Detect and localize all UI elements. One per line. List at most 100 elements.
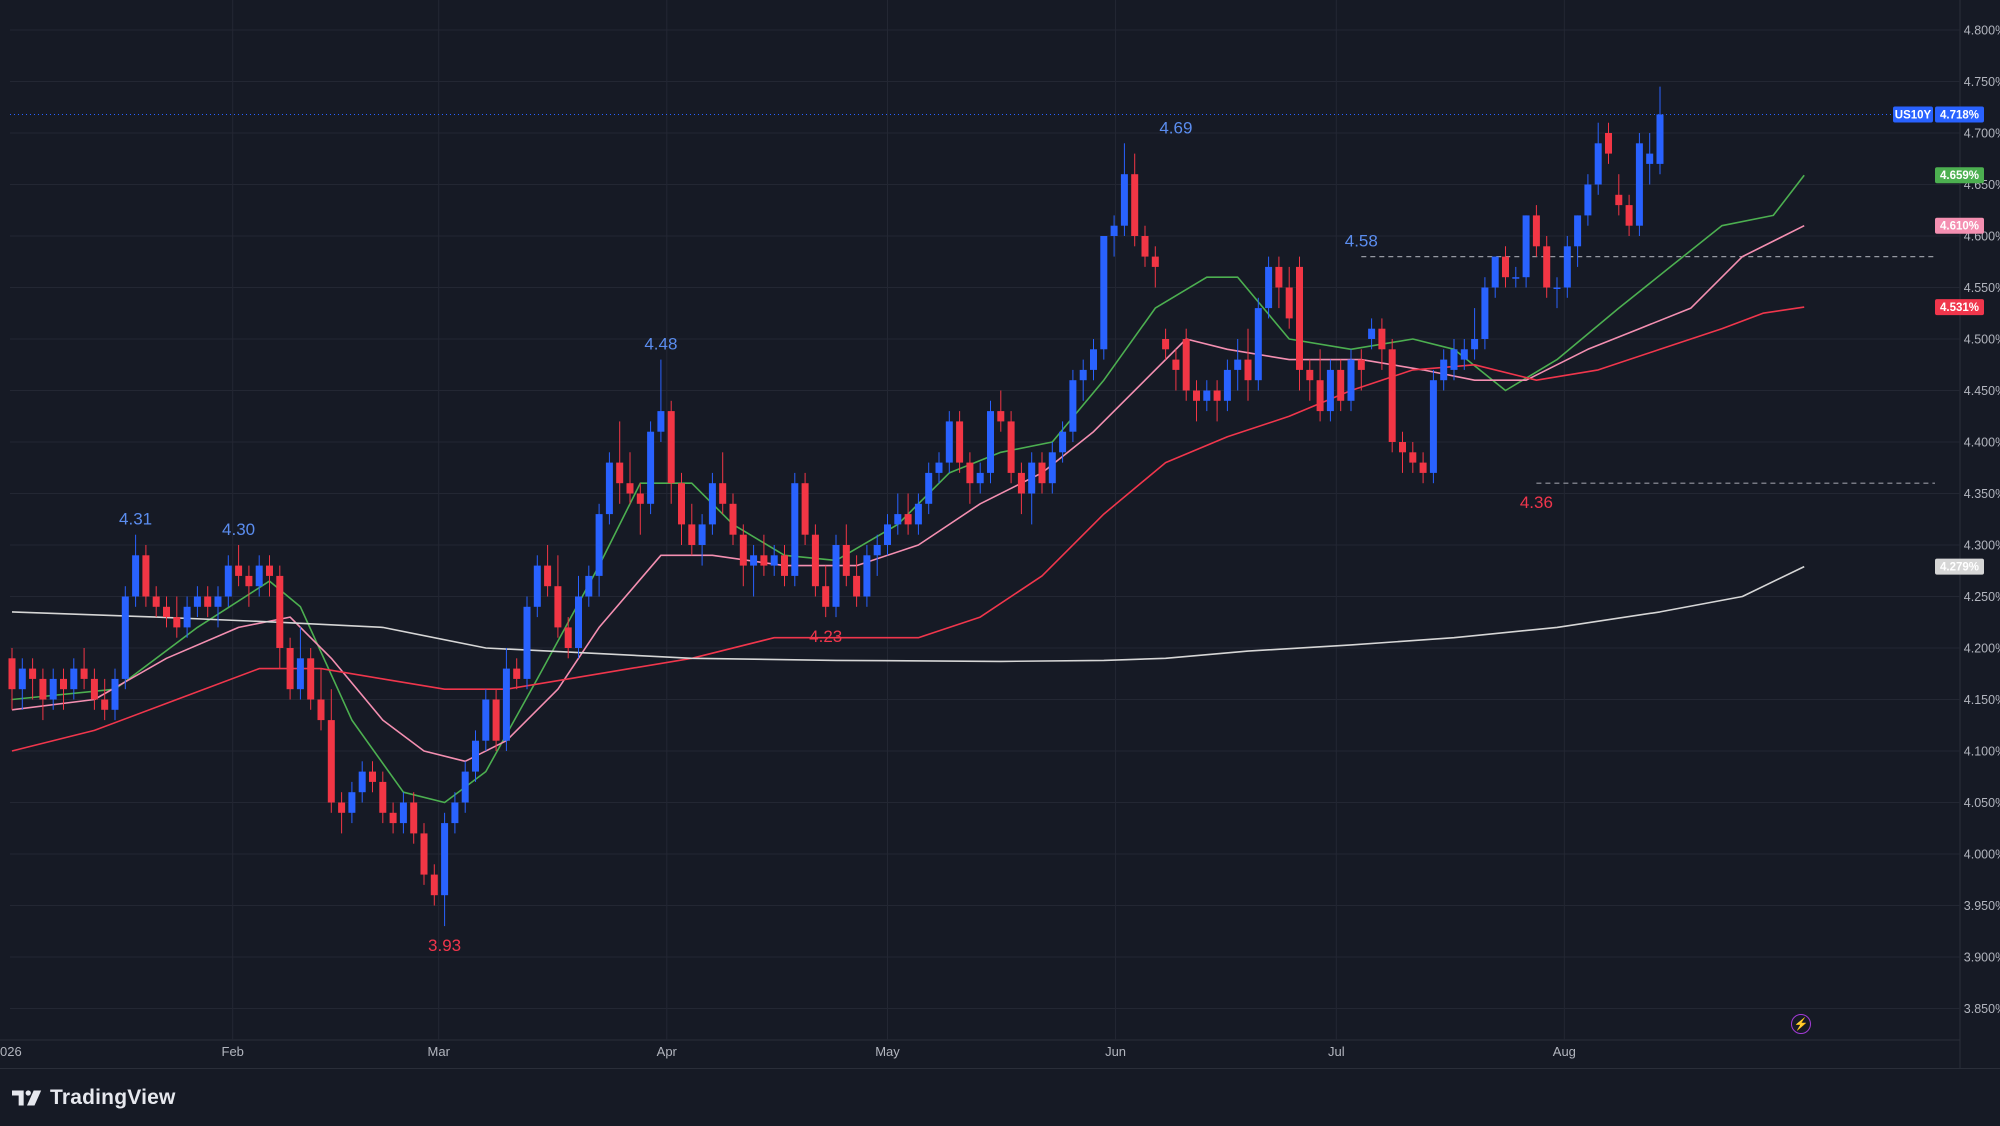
candle-body [204,596,212,607]
candle-body [956,421,964,463]
candle-body [1440,359,1448,381]
candle-body [770,555,778,566]
candle-body [255,565,263,587]
candle-body [1347,359,1355,401]
flash-icon[interactable]: ⚡ [1791,1014,1811,1034]
candle-body [1399,442,1406,453]
price-tag-value: 4.531% [1940,302,1979,314]
candle-body [410,802,418,834]
x-tick-label: Aug [1553,1044,1576,1059]
candle-body [286,648,294,690]
candle-body [1625,205,1633,226]
candle-body [987,411,994,473]
candle-body [1481,287,1489,339]
candle-body [1069,380,1077,432]
candle-body [1151,256,1159,267]
candle-body [976,472,984,484]
candle-body [8,658,16,690]
price-annotation-high: 4.31 [119,510,152,529]
chart-area[interactable]: 4.800%4.750%4.700%4.650%4.600%4.550%4.50… [0,0,2000,1068]
y-tick-label: 4.350% [1964,487,2000,501]
candle-body [1378,328,1386,350]
candle-body [1646,153,1654,164]
candle-body [338,802,346,813]
candle-body [688,524,696,545]
y-tick-label: 3.950% [1964,899,2000,913]
candle-body [1048,452,1056,484]
candle-body [832,545,840,607]
x-tick-label: May [875,1044,900,1059]
candle-body [523,606,531,679]
candle-body [533,565,541,607]
candle-body [1028,462,1036,494]
y-tick-label: 4.550% [1964,281,2000,295]
candle-body [1007,421,1015,473]
y-tick-label: 4.800% [1964,24,2000,38]
candle-body [461,771,469,803]
candle-body [492,699,500,741]
candle-body [544,565,552,587]
candle-body [296,658,304,690]
candle-body [1254,308,1262,381]
candle-body [626,483,634,494]
candle-body [1512,277,1520,279]
candle-body [1038,462,1046,484]
y-tick-label: 4.050% [1964,796,2000,810]
chart-svg[interactable]: 4.800%4.750%4.700%4.650%4.600%4.550%4.50… [0,0,2000,1068]
candle-body [1100,236,1108,350]
price-annotation-high: 4.58 [1345,232,1378,251]
candle-body [698,524,706,545]
candle-body [1471,339,1479,350]
candle-body [1368,328,1376,339]
price-tag-value: 4.279% [1940,562,1979,574]
x-tick-label: Jun [1105,1044,1126,1059]
candle-body [1563,246,1571,288]
candle-body [1275,266,1283,288]
candle-body [1635,143,1643,226]
candle-body [389,812,397,824]
candle-body [801,483,809,535]
price-tag-value: 4.718% [1940,109,1979,121]
tradingview-brand[interactable]: TradingView [12,1083,176,1113]
price-annotation-high: 4.48 [644,335,677,354]
candle-body [1357,359,1365,370]
candle-body [245,575,253,587]
y-tick-label: 4.250% [1964,590,2000,604]
candle-body [667,411,675,484]
y-tick-label: 3.900% [1964,951,2000,965]
price-annotation-low: 4.36 [1520,493,1553,512]
candle-body [605,462,613,515]
candle-body [1532,215,1540,247]
candle-body [49,678,57,700]
price-tag-bg [1935,167,1984,184]
candle-body [163,606,170,618]
candle-body [1388,349,1396,442]
candle-body [1296,266,1303,370]
y-tick-label: 4.750% [1964,75,2000,89]
candle-body [1182,339,1190,391]
candle-body [1522,215,1530,278]
x-tick-label: Mar [428,1044,451,1059]
x-tick-label: Feb [222,1044,244,1059]
candle-body [966,462,974,484]
candle-body [575,596,582,648]
moving-average-line-2 [11,224,1805,763]
x-tick-label: Jul [1328,1044,1345,1059]
price-tag-bg [1935,106,1984,123]
candle-body [1162,339,1170,350]
candle-body [379,781,387,813]
candle-body [369,771,376,782]
x-tick-label: Apr [657,1044,678,1059]
candle-body [101,699,109,710]
y-tick-label: 4.700% [1964,127,2000,141]
candle-body [914,503,922,525]
symbol-tag-bg [1893,106,1933,123]
candle-body [1059,431,1067,453]
candle-body [29,668,37,679]
candle-body [894,514,902,525]
candle-body [729,503,737,535]
candle-body [1615,194,1623,206]
y-tick-label: 3.850% [1964,1002,2000,1016]
candle-body [39,678,47,700]
candle-body [513,668,521,679]
